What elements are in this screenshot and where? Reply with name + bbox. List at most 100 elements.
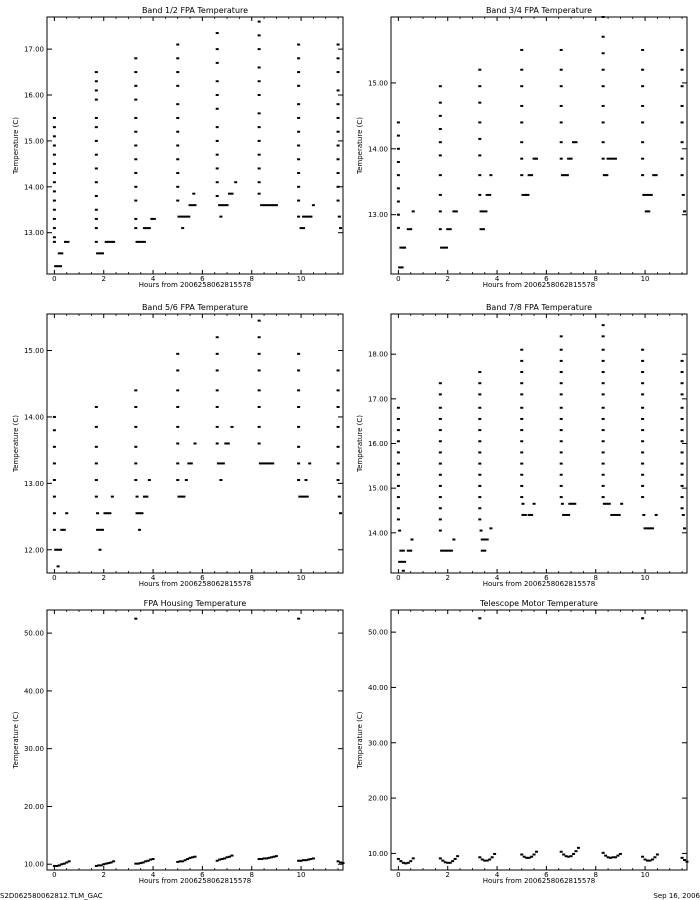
data-point [337, 215, 341, 218]
data-point [176, 84, 180, 87]
data-point [559, 462, 563, 465]
data-point [134, 185, 138, 188]
x-tick-label: 4 [495, 871, 500, 879]
data-point [478, 429, 482, 432]
x-tick-label: 2 [445, 871, 449, 879]
y-tick-label: 17.00 [24, 46, 44, 54]
data-point [445, 246, 448, 249]
data-point [446, 861, 450, 864]
y-tick-label: 30.00 [368, 739, 388, 747]
data-point [406, 228, 410, 231]
data-point [438, 101, 442, 104]
data-point [193, 442, 197, 445]
data-point [570, 502, 574, 505]
data-point [520, 371, 524, 374]
data-point [520, 853, 524, 856]
data-point [94, 126, 98, 129]
data-point [559, 371, 563, 374]
data-point [299, 227, 303, 230]
data-point [193, 855, 197, 858]
data-point [610, 513, 614, 516]
data-point [485, 193, 489, 196]
data-point [215, 167, 219, 170]
data-point [563, 174, 567, 177]
data-point [559, 850, 563, 853]
data-point [618, 852, 622, 855]
data-point [572, 141, 576, 144]
data-point [609, 856, 613, 859]
data-point [532, 853, 536, 856]
data-point [297, 84, 301, 87]
data-point [642, 513, 646, 516]
data-point [601, 121, 605, 124]
y-tick-label: 16.00 [368, 440, 388, 448]
data-point [400, 266, 404, 269]
data-point [438, 518, 442, 521]
x-tick-label: 8 [593, 574, 597, 582]
data-point [65, 861, 69, 864]
data-point [94, 153, 98, 156]
data-point [401, 549, 405, 552]
data-point [438, 473, 442, 476]
data-point [216, 462, 220, 465]
data-point [230, 192, 234, 195]
data-point [176, 144, 180, 147]
x-tick-label: 10 [641, 275, 650, 283]
data-point [559, 121, 563, 124]
data-point [52, 172, 56, 175]
x-tick-label: 4 [495, 275, 500, 283]
y-tick-label: 40.00 [368, 684, 388, 692]
data-point [257, 112, 261, 115]
data-point [646, 527, 650, 530]
data-point [478, 154, 482, 157]
data-point [680, 417, 684, 420]
data-point [562, 853, 566, 856]
data-point [341, 862, 345, 865]
data-point [94, 98, 98, 101]
data-point [298, 495, 302, 498]
data-point [311, 204, 315, 207]
data-point [57, 252, 61, 255]
data-point [601, 440, 605, 443]
data-point [438, 507, 442, 510]
data-point [641, 855, 645, 858]
data-point [601, 335, 605, 338]
data-point [297, 215, 301, 218]
data-point [139, 862, 143, 865]
data-point [339, 227, 343, 230]
data-point [176, 442, 180, 445]
data-point [98, 548, 102, 551]
data-point [478, 382, 482, 385]
data-point [146, 859, 150, 862]
data-point [399, 549, 403, 552]
data-point [107, 862, 111, 865]
data-point [683, 210, 687, 213]
data-point [438, 406, 442, 409]
data-point [574, 850, 578, 853]
x-tick-label: 6 [200, 574, 205, 582]
y-tick-label: 14.00 [24, 413, 44, 421]
data-point [336, 199, 340, 202]
data-point [215, 859, 219, 862]
y-axis-label: Temperature (C) [356, 117, 364, 175]
data-point [438, 174, 442, 177]
data-point [297, 389, 301, 392]
data-point [520, 68, 524, 71]
data-point [680, 462, 684, 465]
data-point [52, 190, 56, 193]
data-point [447, 549, 451, 552]
data-point [646, 859, 650, 862]
data-point [613, 856, 617, 859]
data-point [478, 440, 482, 443]
data-point [601, 16, 605, 18]
data-point [641, 393, 645, 396]
data-point [52, 227, 56, 230]
data-point [257, 336, 261, 339]
data-point [399, 860, 403, 863]
data-point [527, 856, 531, 859]
data-point [97, 864, 101, 867]
data-point [181, 227, 185, 230]
data-point [218, 204, 222, 207]
data-point [262, 204, 266, 207]
